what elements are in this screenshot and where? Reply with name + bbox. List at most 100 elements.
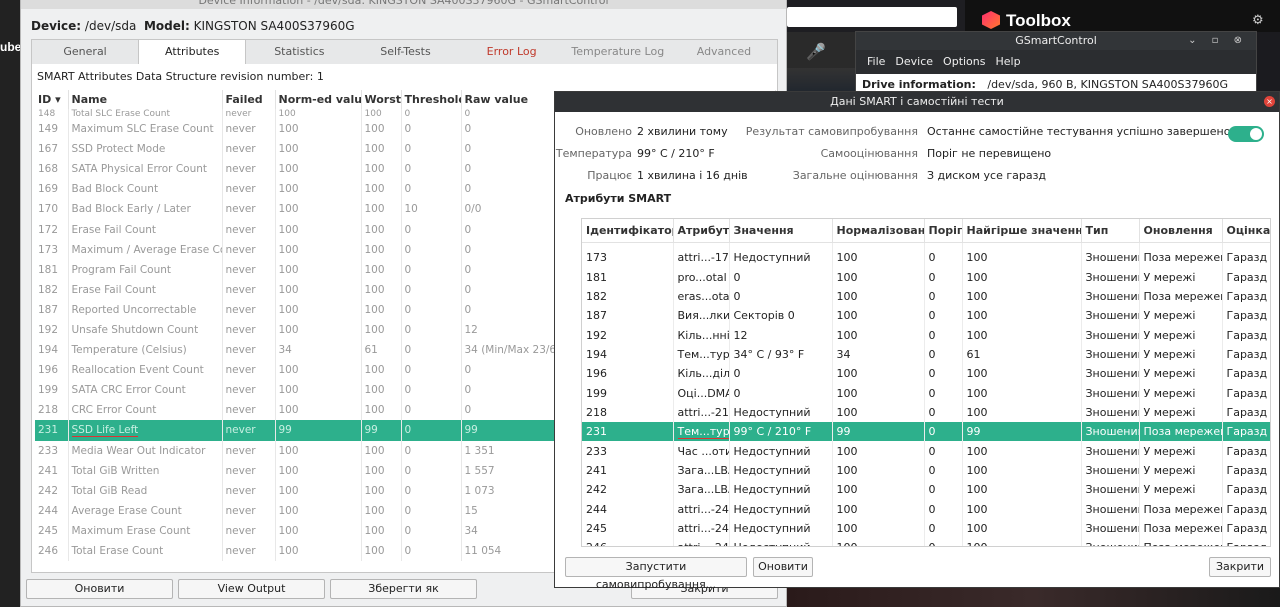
view-output-button[interactable]: View Output — [178, 579, 325, 599]
close-icon[interactable]: × — [1264, 96, 1275, 107]
col-normalized[interactable]: Norm-ed value — [275, 90, 362, 109]
table-row[interactable]: 242Зага...LBAНедоступний1000100ЗношенийУ… — [582, 480, 1270, 500]
temperature-label: Температура — [555, 147, 632, 160]
cell-norm: 100 — [275, 319, 362, 341]
table-row[interactable]: 182 eras...otal 0 100 0 100 Зношений Поза мереж… — [582, 286, 1270, 307]
cell-failed: never — [222, 480, 276, 501]
cell-type: Зношений — [1081, 499, 1140, 519]
col-type[interactable]: Тип — [1081, 219, 1140, 243]
cell-norm: 100 — [832, 306, 925, 326]
cell-id: 182 — [582, 286, 674, 307]
tab-self-tests[interactable]: Self-Tests — [380, 45, 431, 58]
cell-assessment: Гаразд — [1222, 267, 1270, 287]
tab-error-log[interactable]: Error Log — [486, 45, 537, 58]
col-threshold[interactable]: Threshold — [401, 90, 462, 109]
col-value[interactable]: Значення — [729, 219, 833, 243]
table-row[interactable]: 245attri...-245Недоступний1000100Зношени… — [582, 518, 1270, 539]
dialog-close-button[interactable]: Закрити — [1209, 557, 1271, 577]
table-row[interactable]: 241Зага...LBAНедоступний1000100ЗношенийУ… — [582, 460, 1270, 481]
cell-worst: 100 — [361, 400, 402, 421]
cell-assessment: Гаразд — [1222, 325, 1270, 345]
col-identifier[interactable]: Ідентифікатор — [582, 219, 674, 243]
smart-enabled-toggle[interactable] — [1228, 126, 1264, 142]
tab-general[interactable]: General — [63, 45, 107, 58]
table-row[interactable]: 173attri...-173Недоступний1000100Зношени… — [582, 248, 1270, 268]
cell-norm: 100 — [275, 139, 362, 160]
self-assessment-value: Поріг не перевищено — [927, 147, 1052, 160]
cell-threshold: 0 — [924, 538, 963, 546]
table-row[interactable]: 244attri...-244Недоступний1000100Зношени… — [582, 499, 1270, 519]
table-row[interactable]: 192 Кіль...нні 12 100 0 100 Зношений У мережі Га… — [582, 325, 1270, 345]
col-normalized[interactable]: Нормалізовано — [832, 219, 925, 243]
cell-threshold: 0 — [401, 420, 462, 441]
table-row[interactable]: 199 Оці...DMA 0 100 0 100 Зношений У мережі Гара… — [582, 383, 1270, 403]
col-failed[interactable]: Failed — [222, 90, 276, 109]
tab-advanced[interactable]: Advanced — [696, 45, 752, 58]
cell-type: Зношений — [1081, 422, 1140, 442]
smart-attributes-list[interactable]: Ідентифікатор Атрибут Значення Нормалізо… — [581, 218, 1271, 547]
col-name[interactable]: Name — [68, 90, 223, 109]
table-row[interactable]: 196 Reallocation Event Count never 100 100 0 0 — [35, 360, 776, 381]
microphone-icon[interactable]: 🎤 — [806, 42, 826, 61]
menu-file[interactable]: File — [867, 55, 886, 68]
cell-id: 172 — [35, 219, 69, 240]
device-line: Device: /dev/sda Model: KINGSTON SA400S3… — [31, 19, 355, 33]
cell-attr: pro...otal — [673, 267, 730, 287]
cell-failed: never — [222, 219, 276, 240]
gear-icon[interactable]: ⚙ — [1252, 13, 1264, 28]
table-row[interactable]: 246attri...-246Недоступний1000100Зношени… — [582, 538, 1270, 546]
table-row[interactable]: 187 Вия...лки Секторів 0 100 0 100 Зношений У м… — [582, 306, 1270, 326]
cell-norm: 100 — [275, 520, 362, 541]
cell-type: Зношений — [1081, 286, 1140, 307]
cell-type: Зношений — [1081, 325, 1140, 345]
cell-norm: 100 — [832, 402, 925, 423]
cell-threshold: 0 — [924, 518, 963, 539]
cell-id: 167 — [35, 139, 69, 160]
cell-name: Erase Fail Count — [68, 219, 223, 240]
run-selftest-button[interactable]: Запустити самовипробування... — [565, 557, 747, 591]
drive-info-label: Drive information: — [862, 78, 976, 91]
cell-attr: attri...-246 — [673, 538, 730, 546]
col-update[interactable]: Оновлення — [1139, 219, 1223, 243]
cell-norm: 100 — [832, 460, 925, 481]
cell-id: 148 — [35, 109, 69, 119]
cell-worst: 100 — [962, 518, 1082, 539]
col-threshold[interactable]: Поріг — [924, 219, 963, 243]
col-attribute[interactable]: Атрибут — [673, 219, 730, 243]
menu-options[interactable]: Options — [943, 55, 986, 68]
table-row[interactable]: 181 pro...otal 0 100 0 100 Зношений У мережі Гар… — [582, 267, 1270, 287]
device-value: /dev/sda — [84, 19, 137, 33]
col-worst[interactable]: Найгірше значення — [962, 219, 1082, 243]
background-window-fragment: ube — [0, 40, 22, 54]
cell-update: Поза мережею — [1139, 248, 1223, 268]
table-row[interactable]: 187 Reported Uncorrectable never 100 100 0 0 — [35, 299, 776, 320]
tab-statistics[interactable]: Statistics — [274, 45, 325, 58]
cell-worst: 100 — [962, 248, 1082, 268]
tab-temperature-log[interactable]: Temperature Log — [571, 45, 665, 58]
col-id[interactable]: ID ▾ — [35, 90, 69, 109]
tab-attributes[interactable]: Attributes — [138, 40, 247, 64]
dialog-refresh-button[interactable]: Оновити — [753, 557, 813, 577]
refresh-button[interactable]: Оновити — [26, 579, 173, 599]
cell-type: Зношений — [1081, 518, 1140, 539]
cell-threshold: 0 — [924, 364, 963, 384]
model-label: Model: — [143, 19, 190, 33]
table-row[interactable]: 218attri...-218Недоступний1000100Зношени… — [582, 402, 1270, 423]
cell-type: Зношений — [1081, 306, 1140, 326]
menu-device[interactable]: Device — [895, 55, 934, 68]
cell-failed: never — [222, 259, 276, 280]
cell-norm: 100 — [275, 109, 362, 119]
menu-help[interactable]: Help — [995, 55, 1021, 68]
cell-threshold: 10 — [401, 199, 462, 220]
cell-threshold: 0 — [924, 402, 963, 423]
col-worst[interactable]: Worst — [361, 90, 402, 109]
col-assessment[interactable]: Оцінка — [1222, 219, 1270, 243]
cell-value: Секторів 0 — [729, 306, 833, 326]
save-as-button[interactable]: Зберегти як — [330, 579, 477, 599]
window-controls[interactable]: ⌄ ▫ ⊗ — [1188, 35, 1248, 46]
table-row[interactable]: 233 Час ...оти Недоступний 100 0 100 Зношений У… — [582, 441, 1270, 461]
browser-search-input[interactable] — [787, 7, 957, 27]
